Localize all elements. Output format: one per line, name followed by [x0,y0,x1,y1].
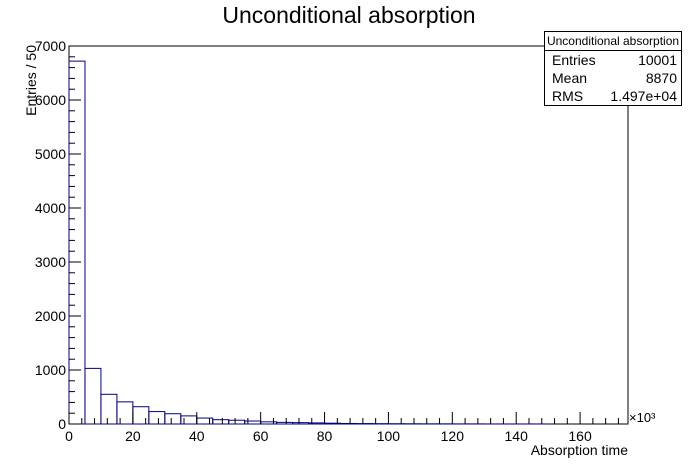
stats-rms-label: RMS [552,88,584,104]
histogram-bin [84,367,102,425]
stats-mean-row: Mean 8870 [545,69,681,87]
stats-entries-value: 10001 [638,52,677,68]
stats-box: Unconditional absorption Entries 10001 M… [544,31,682,106]
stats-rms-value: 1.497e+04 [610,88,677,104]
histogram-bin [292,422,310,425]
x-tick-label: 0 [65,428,73,444]
axes-layer: 0 1000 2000 3000 4000 5000 6000 7000 0 20 40 60 80 10… [35,38,619,444]
histogram-bin [228,419,246,425]
histogram-bin [340,422,357,425]
histogram-bin [212,419,230,425]
y-tick-label: 3000 [35,254,66,270]
stats-entries-label: Entries [552,52,596,68]
x-exponent-label: ×10³ [629,410,656,425]
y-tick-label: 7000 [35,38,66,54]
histogram-bin [244,420,262,425]
histogram-bin [100,393,118,425]
histogram-bin [180,415,198,425]
y-tick-label: 4000 [35,200,66,216]
y-tick-label: 0 [58,416,66,432]
x-axis-label: Absorption time [531,442,628,458]
y-tick-label: 6000 [35,92,66,108]
histogram-bin [276,421,294,425]
x-tick-label: 120 [441,428,465,444]
histogram-bin [132,406,150,425]
histogram-bin [196,417,214,425]
x-tick-label: 100 [377,428,401,444]
stats-entries-row: Entries 10001 [545,51,681,69]
stats-box-title: Unconditional absorption [545,32,681,51]
histogram-bin [148,411,166,425]
x-tick-label: 80 [317,428,333,444]
histogram-bin [308,422,326,425]
x-tick-label: 160 [568,428,592,444]
stats-mean-label: Mean [552,70,588,86]
histogram-bars [68,60,549,425]
x-tick-label: 40 [189,428,205,444]
histogram-bin [116,401,134,425]
stats-rms-row: RMS 1.497e+04 [545,87,681,105]
x-tick-label: 20 [125,428,141,444]
y-axis-label: Entries / 50 [23,45,39,116]
stats-mean-value: 8870 [645,70,677,86]
histogram-bin [324,422,342,425]
chart-title: Unconditional absorption [222,2,476,28]
y-tick-label: 1000 [35,362,66,378]
x-tick-label: 140 [505,428,529,444]
y-tick-label: 2000 [35,308,66,324]
y-tick-label: 5000 [35,146,66,162]
histogram-bin [164,413,182,425]
x-tick-label: 60 [253,428,269,444]
histogram-bin [260,421,278,425]
